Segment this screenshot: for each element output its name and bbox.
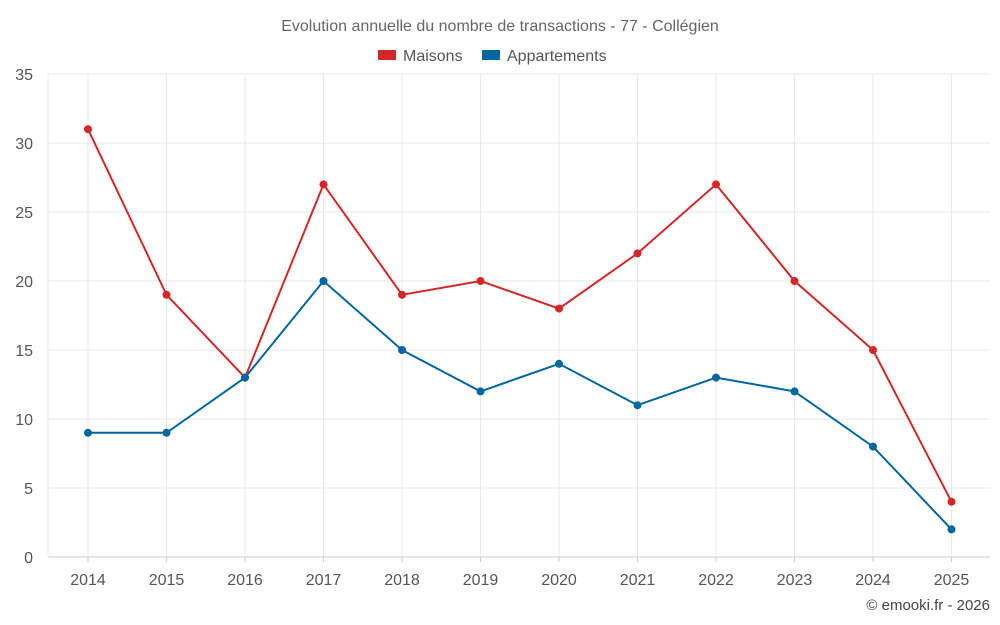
data-point-appartements[interactable]: [162, 428, 171, 437]
data-point-appartements[interactable]: [476, 387, 485, 396]
data-point-maisons[interactable]: [398, 290, 406, 299]
data-point-appartements[interactable]: [84, 428, 92, 437]
data-point-appartements[interactable]: [633, 401, 642, 410]
x-tick-label: 2023: [777, 572, 813, 589]
data-point-appartements[interactable]: [241, 373, 249, 382]
x-axis: 2014 2015 2016 2017 2018 2019 2020 2021 2022 2023…: [70, 557, 969, 589]
series-group: [84, 125, 956, 534]
credit-text: © emooki.fr - 2026: [866, 597, 990, 614]
legend-label-maisons[interactable]: Maisons: [403, 48, 463, 65]
data-point-appartements[interactable]: [319, 277, 328, 285]
data-point-appartements[interactable]: [555, 359, 563, 368]
chart-title: Evolution annuelle du nombre de transact…: [281, 18, 719, 35]
x-tick-label: 2018: [384, 572, 420, 589]
data-point-appartements[interactable]: [869, 442, 877, 451]
grid-lines: [47, 73, 990, 558]
data-point-appartements[interactable]: [712, 373, 720, 382]
data-point-maisons[interactable]: [555, 304, 563, 313]
x-tick-label: 2019: [463, 572, 499, 589]
data-point-maisons[interactable]: [476, 277, 485, 285]
x-tick-label: 2025: [934, 572, 970, 589]
legend-label-appartements[interactable]: Appartements: [507, 48, 607, 65]
y-tick-label: 0: [24, 550, 33, 567]
x-tick-label: 2022: [698, 572, 734, 589]
y-tick-label: 25: [15, 205, 33, 222]
y-tick-label: 15: [15, 343, 33, 360]
x-tick-label: 2017: [306, 572, 342, 589]
series-line-appartements: [88, 279, 953, 531]
y-tick-label: 30: [15, 136, 33, 153]
x-tick-label: 2016: [227, 572, 263, 589]
series-line-maisons: [87, 128, 953, 503]
x-tick-label: 2014: [70, 572, 106, 589]
data-point-maisons[interactable]: [633, 249, 642, 258]
data-point-maisons[interactable]: [162, 290, 171, 299]
y-axis: 0 5 10 15 20 25 30 35: [15, 67, 33, 567]
legend-swatch-maisons: [378, 50, 396, 60]
x-tick-label: 2021: [620, 572, 656, 589]
y-tick-label: 5: [24, 481, 33, 498]
data-point-appartements[interactable]: [790, 387, 799, 396]
legend: Maisons Appartements: [378, 48, 607, 65]
data-point-maisons[interactable]: [319, 180, 328, 189]
x-tick-label: 2020: [541, 572, 577, 589]
data-point-maisons[interactable]: [869, 346, 877, 354]
data-point-maisons[interactable]: [790, 277, 799, 285]
data-point-maisons[interactable]: [712, 180, 720, 189]
data-point-maisons[interactable]: [84, 125, 92, 134]
y-tick-label: 35: [15, 67, 33, 84]
data-point-appartements[interactable]: [398, 346, 406, 354]
data-point-maisons[interactable]: [947, 497, 956, 506]
x-tick-label: 2024: [855, 572, 891, 589]
data-point-appartements[interactable]: [947, 525, 956, 534]
y-tick-label: 20: [15, 274, 33, 291]
legend-swatch-appartements: [482, 50, 500, 60]
x-tick-label: 2015: [149, 572, 185, 589]
y-tick-label: 10: [15, 412, 33, 429]
